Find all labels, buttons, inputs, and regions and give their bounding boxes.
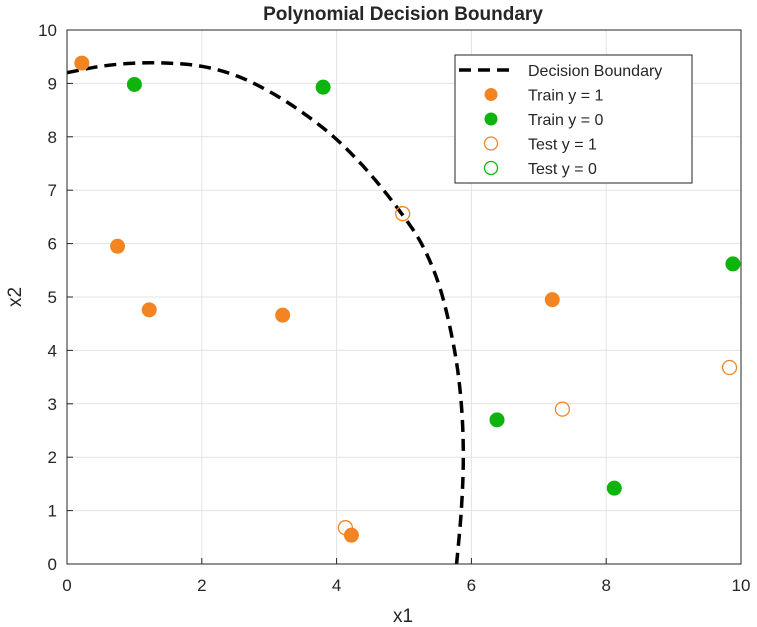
x-tick-label: 2 [197,576,206,595]
train-y-1-point [343,527,359,543]
y-tick-label: 3 [48,395,57,414]
y-tick-label: 9 [48,74,57,93]
train-y-1-point [544,292,560,308]
train-y-0-point [606,480,622,496]
legend-swatch-marker [483,160,499,176]
y-tick-label: 2 [48,448,57,467]
test-y-1-point [395,206,411,222]
x-tick-label: 4 [332,576,341,595]
legend-label: Train y = 1 [528,88,604,105]
train-y-1-point [141,302,157,318]
test-y-1-point [337,520,354,536]
x-tick-label: 10 [732,576,751,595]
train-y-1-point [74,55,90,71]
x-tick-label: 0 [62,576,71,595]
x-tick-label: 6 [467,576,476,595]
y-tick-label: 10 [38,21,57,40]
y-axis-label: x2 [5,287,26,307]
decision-boundary-line [66,60,466,565]
decision-boundary [66,60,466,565]
data-points [74,55,741,543]
legend: Decision Boundary Train y = 1 Train y = 0 T… [454,54,693,184]
legend-label: Train y = 0 [528,112,604,129]
y-tick-label: 0 [48,555,57,574]
y-tick-label: 7 [48,181,57,200]
test-y-1-point [721,359,738,376]
train-y-1-point [110,238,126,254]
y-tick-label: 5 [48,288,57,307]
legend-swatch-marker [484,112,498,126]
y-tick-label: 1 [48,502,57,521]
legend-swatch-marker [484,88,498,101]
x-axis-label: x1 [393,606,413,627]
y-tick-label: 4 [48,341,57,360]
x-tick-label: 8 [601,576,610,595]
grid-lines [66,29,742,565]
chart-title: Polynomial Decision Boundary [263,4,543,25]
train-y-1-point [275,307,291,323]
legend-label: Test y = 1 [528,137,597,154]
train-y-0-point [315,79,331,95]
y-tick-label: 6 [48,235,57,254]
legend-label: Test y = 0 [528,161,597,178]
train-y-0-point [725,256,741,272]
legend-swatch-marker [483,136,499,151]
train-y-0-point [126,76,142,92]
legend-label: Decision Boundary [528,63,662,80]
train-y-0-point [489,412,505,428]
axis-ticks: 0 2 4 6 8 10 0 1 2 3 4 5 6 7 8 9 10 [38,21,750,595]
y-tick-label: 8 [48,128,57,147]
test-y-1-point [554,401,571,417]
